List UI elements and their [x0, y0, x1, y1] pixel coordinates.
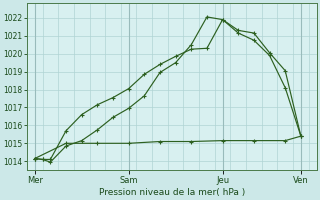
X-axis label: Pression niveau de la mer( hPa ): Pression niveau de la mer( hPa ): [99, 188, 245, 197]
